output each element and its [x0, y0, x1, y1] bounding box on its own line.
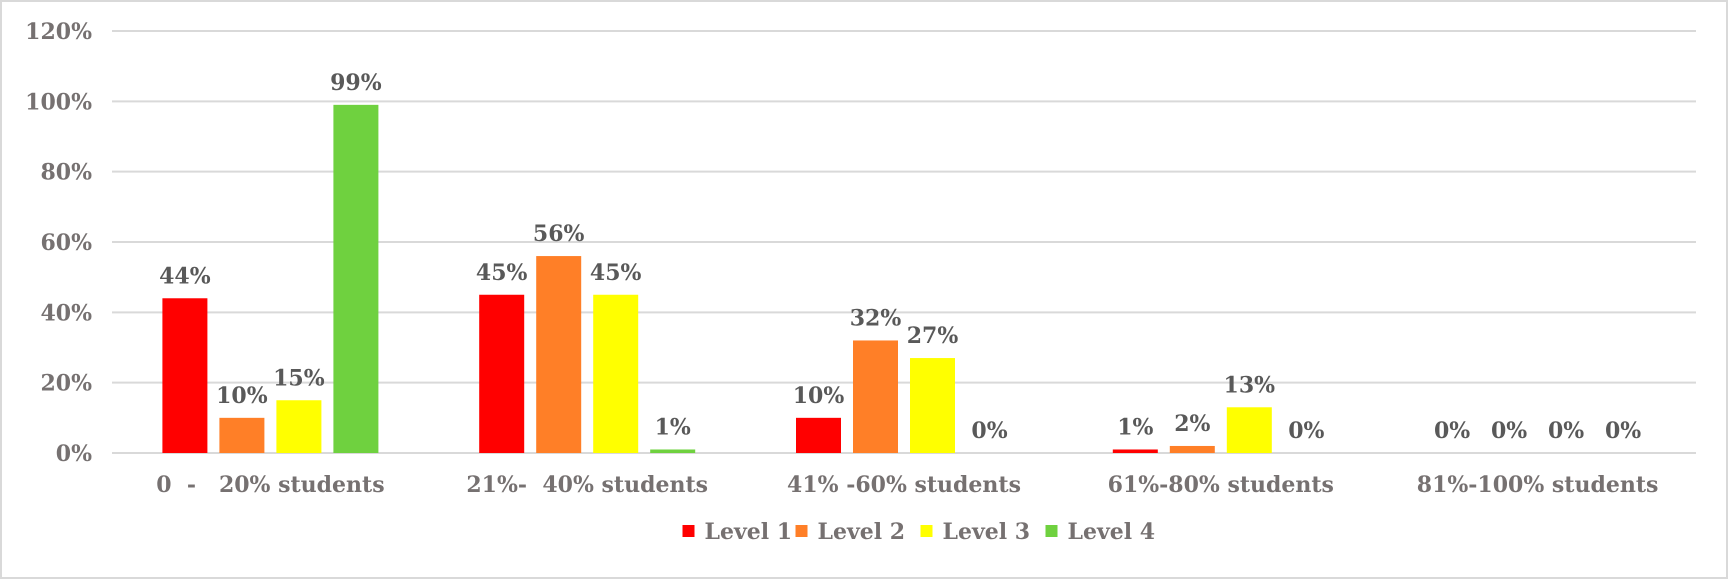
data-label: 13% [1224, 372, 1276, 398]
legend-swatch [1045, 525, 1058, 537]
bars [162, 104, 1272, 453]
bar-level-3 [276, 400, 322, 453]
y-tick-label: 40% [40, 300, 92, 326]
y-tick-label: 20% [40, 371, 92, 397]
bar-level-2 [1169, 445, 1215, 453]
category-label: 0 - 20% students [156, 472, 384, 498]
legend-swatch [795, 525, 808, 537]
data-label: 2% [1174, 411, 1210, 437]
bar-level-4 [333, 104, 379, 453]
bar-level-1 [162, 298, 208, 453]
bar-level-3 [910, 358, 955, 453]
category-label: 21%- 40% students [466, 472, 708, 498]
data-label: 0% [1491, 418, 1527, 444]
legend: Level 1 Level 2 Level 3 Level 4 [682, 519, 1156, 545]
bar-level-2 [853, 340, 898, 453]
data-label: 15% [273, 365, 325, 391]
legend-item-level-3: Level 3 [920, 519, 1031, 545]
category-label: 81%-100% students [1417, 472, 1659, 498]
bar-level-4 [650, 449, 696, 453]
data-label: 10% [216, 383, 268, 409]
legend-item-level-2: Level 2 [795, 519, 906, 545]
data-label: 0% [1288, 418, 1324, 444]
data-label: 1% [1117, 414, 1153, 440]
legend-label: Level 1 [705, 519, 793, 545]
bar-level-1 [479, 294, 525, 453]
category-labels: 0 - 20% students 21%- 40% students 41% -60… [156, 472, 1658, 498]
y-tick-label: 80% [40, 160, 92, 186]
bar-level-1 [796, 417, 841, 453]
data-label: 10% [793, 383, 845, 409]
data-label: 0% [1434, 418, 1470, 444]
legend-item-level-1: Level 1 [682, 519, 793, 545]
data-label: 1% [655, 414, 691, 440]
data-label: 0% [1548, 418, 1584, 444]
data-label: 0% [971, 418, 1007, 444]
legend-label: Level 4 [1068, 519, 1156, 545]
category-label: 61%-80% students [1108, 472, 1334, 498]
y-tick-label: 100% [25, 89, 92, 115]
data-label: 99% [330, 70, 382, 96]
data-label: 45% [590, 260, 642, 286]
legend-label: Level 3 [943, 519, 1031, 545]
bar-level-2 [536, 256, 582, 453]
y-tick-label: 120% [25, 19, 92, 45]
data-label: 45% [476, 260, 528, 286]
bar-level-3 [593, 294, 639, 453]
legend-label: Level 2 [818, 519, 906, 545]
data-label: 44% [159, 263, 211, 289]
legend-swatch [682, 525, 695, 537]
legend-swatch [920, 525, 933, 537]
bar-level-2 [219, 417, 265, 453]
category-label: 41% -60% students [787, 472, 1021, 498]
data-labels: 44%10%15%99%45%56%45%1%10%32%27%0% 1% 2%13… [159, 70, 1641, 444]
bar-level-1 [1112, 449, 1158, 453]
y-tick-label: 60% [40, 230, 92, 256]
data-label: 56% [533, 221, 585, 247]
bar-level-3 [1226, 407, 1272, 453]
data-label: 32% [850, 305, 902, 331]
y-axis-ticks: 0% 20% 40% 60% 80% 100% 120% [25, 19, 92, 467]
legend-item-level-4: Level 4 [1045, 519, 1156, 545]
data-label: 0% [1605, 418, 1641, 444]
y-tick-label: 0% [56, 441, 92, 467]
data-label: 27% [907, 323, 959, 349]
